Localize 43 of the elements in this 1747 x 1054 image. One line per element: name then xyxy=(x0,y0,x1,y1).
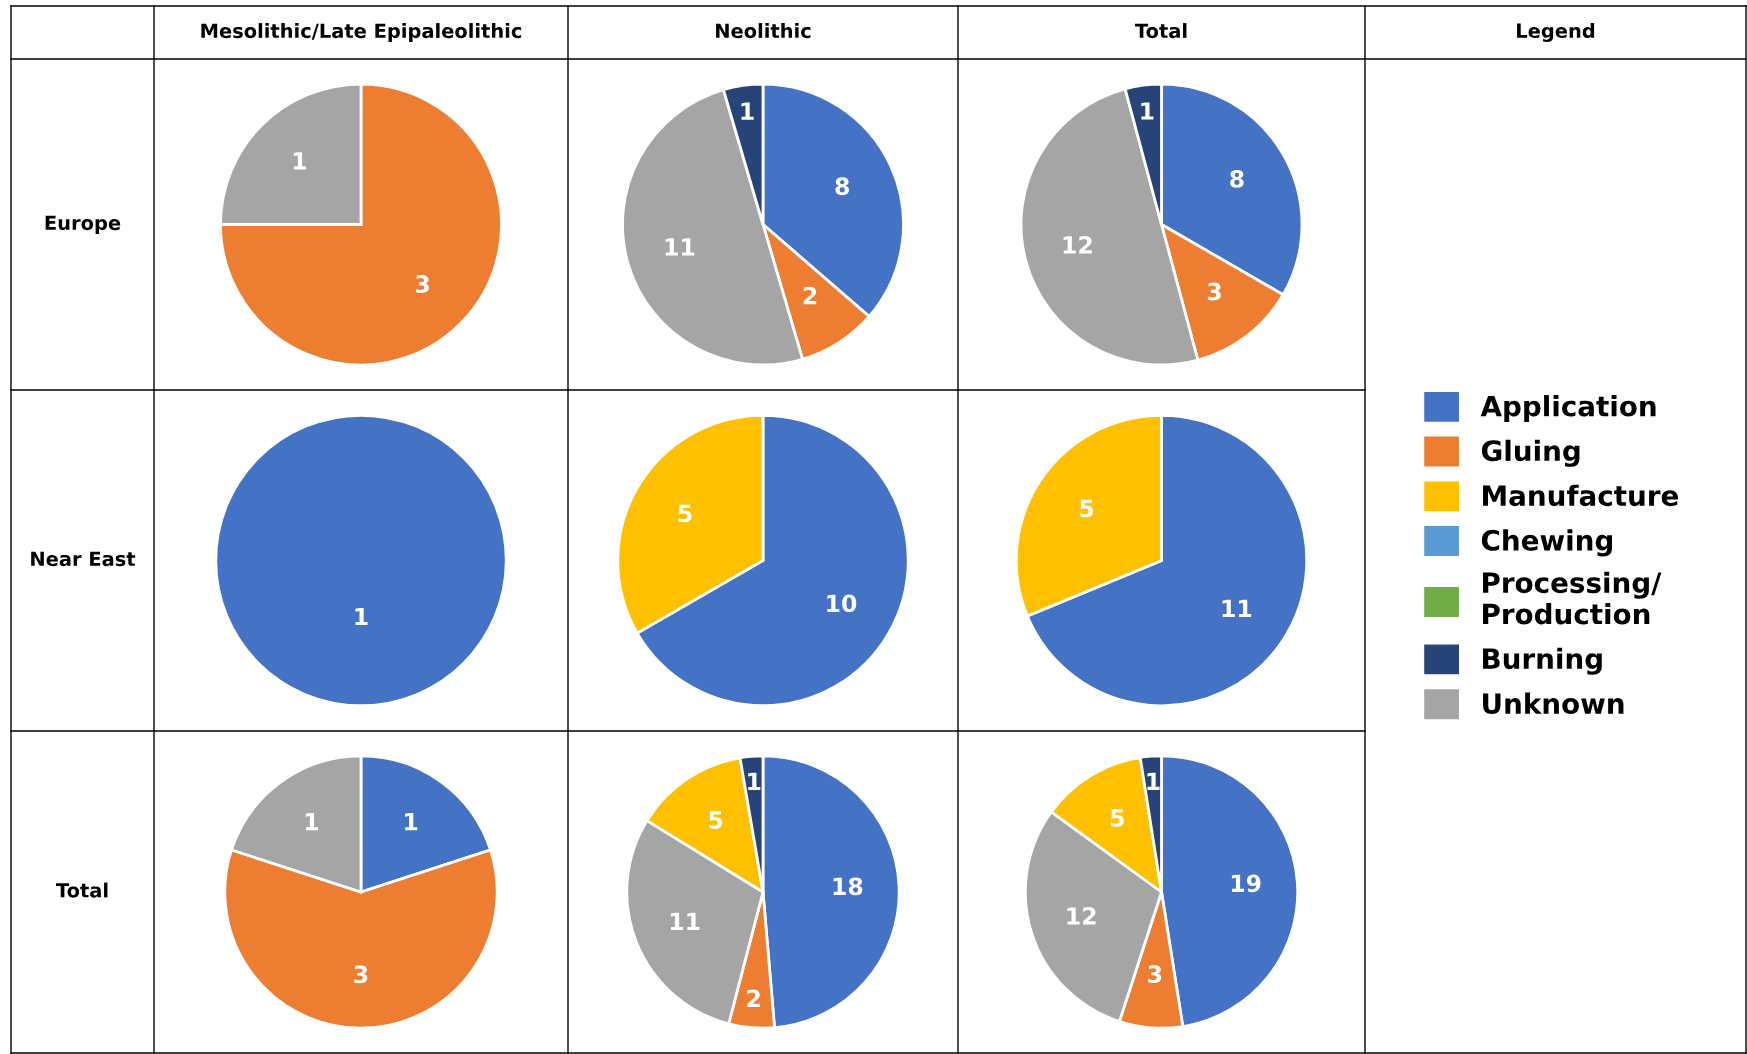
data-label: 5 xyxy=(678,504,692,523)
text: Legend xyxy=(1517,23,1595,42)
chart-title: Neolithic xyxy=(716,23,811,39)
data-label: 11 xyxy=(1222,599,1252,618)
pie-slice xyxy=(219,82,503,367)
data-label: 5 xyxy=(1110,809,1124,827)
data-label: 1 xyxy=(1141,102,1154,120)
data-label: 12 xyxy=(1063,236,1092,254)
data-label: 12 xyxy=(1067,907,1096,925)
category-label: Burning xyxy=(1483,647,1602,675)
data-label: 8 xyxy=(835,177,849,196)
data-label: 3 xyxy=(1148,965,1162,984)
data-label: 3 xyxy=(354,965,368,984)
category-label: Processing/ Production xyxy=(1483,571,1662,625)
data-label: 2 xyxy=(747,989,760,1008)
chart-title: Total xyxy=(1135,23,1187,39)
data-label: 3 xyxy=(1207,282,1221,301)
data-label: 11 xyxy=(665,238,695,256)
data-label: 1 xyxy=(355,607,368,626)
category-label: Unknown xyxy=(1483,692,1624,715)
chart-title: Mesolithic/Late Epipaleolithic xyxy=(201,23,522,42)
text: Total xyxy=(56,882,108,898)
data-label: 19 xyxy=(1231,874,1261,893)
category-label: Manufacture xyxy=(1483,484,1678,507)
text: Near East xyxy=(31,551,136,567)
data-label: 3 xyxy=(415,275,429,293)
data-label: 8 xyxy=(1230,169,1244,188)
data-label: 5 xyxy=(709,811,723,829)
category-label: Gluing xyxy=(1481,439,1580,467)
data-label: 1 xyxy=(741,102,754,120)
data-label: 1 xyxy=(405,812,418,831)
data-label: 1 xyxy=(305,812,318,831)
category-label: Application xyxy=(1480,395,1656,422)
data-label: 1 xyxy=(748,772,761,790)
data-label: 1 xyxy=(293,152,307,170)
data-label: 18 xyxy=(833,877,863,896)
text: Europe xyxy=(45,215,121,234)
data-label: 11 xyxy=(670,912,700,930)
data-label: 10 xyxy=(827,594,857,613)
data-label: 1 xyxy=(1147,772,1160,790)
data-label: 5 xyxy=(1080,499,1094,518)
category-label: Chewing xyxy=(1481,529,1613,557)
data-label: 2 xyxy=(803,286,817,305)
